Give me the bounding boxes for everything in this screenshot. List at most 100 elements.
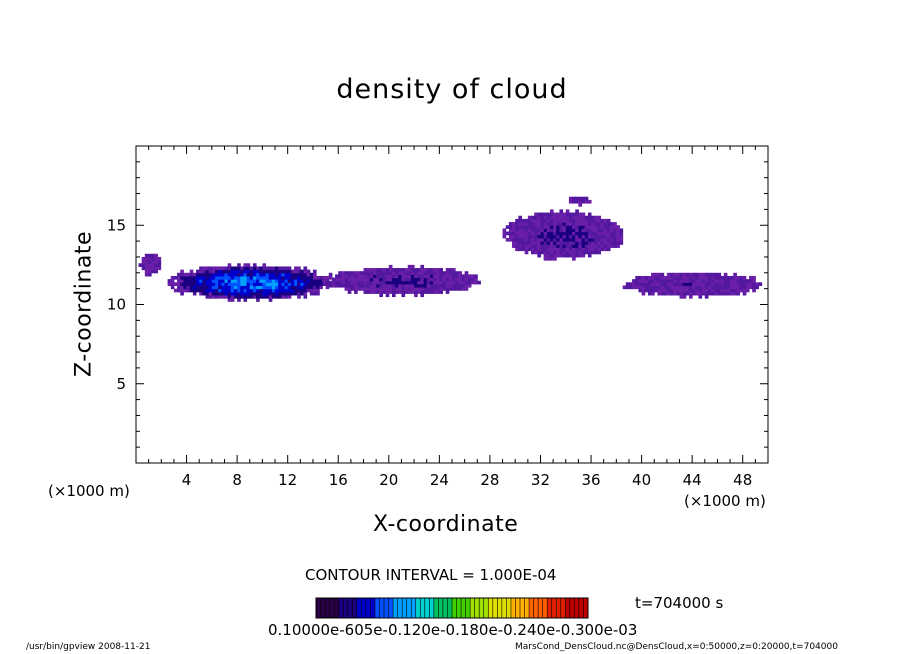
heatmap-cell — [455, 280, 459, 285]
heatmap-cell — [594, 250, 598, 255]
heatmap-cell — [363, 280, 368, 285]
heatmap-cell — [610, 231, 614, 236]
heatmap-cell — [215, 288, 219, 293]
heatmap-cell — [616, 228, 620, 233]
heatmap-cell — [433, 283, 437, 288]
heatmap-cell — [233, 269, 238, 274]
heatmap-cell — [407, 287, 412, 291]
heatmap-cell — [211, 269, 216, 274]
heatmap-cell — [515, 218, 519, 223]
heatmap-cell — [467, 274, 472, 279]
x-tick-label: 4 — [182, 471, 192, 489]
heatmap-cell — [208, 294, 213, 299]
heatmap-cell — [676, 288, 681, 293]
heatmap-cell — [215, 275, 219, 280]
heatmap-cell — [221, 291, 225, 296]
heatmap-cell — [328, 272, 333, 277]
heatmap-cell — [606, 228, 611, 233]
heatmap-cell — [382, 280, 387, 285]
heatmap-cell — [183, 275, 188, 280]
heatmap-cell — [202, 288, 207, 293]
heatmap-cell — [262, 285, 267, 290]
heatmap-cell — [252, 291, 257, 296]
heatmap-cell — [616, 237, 620, 242]
heatmap-cell — [271, 291, 276, 296]
heatmap-cell — [597, 218, 602, 223]
heatmap-cell — [256, 285, 260, 290]
heatmap-cell — [391, 271, 396, 275]
heatmap-cell — [278, 288, 282, 293]
heatmap-cell — [470, 274, 475, 279]
heatmap-cell — [572, 256, 576, 261]
heatmap-cell — [281, 269, 286, 274]
heatmap-cell — [227, 263, 232, 267]
heatmap-cell — [240, 275, 244, 280]
heatmap-cell — [647, 275, 652, 280]
heatmap-cell — [347, 287, 352, 291]
heatmap-cell — [287, 294, 292, 299]
heatmap-cell — [597, 215, 602, 220]
heatmap-cell — [388, 280, 393, 285]
heatmap-cell — [385, 280, 390, 285]
heatmap-cell — [240, 282, 244, 286]
heatmap-cell — [233, 272, 238, 277]
heatmap-cell — [205, 288, 210, 293]
heatmap-cell — [312, 291, 317, 296]
heatmap-cell — [395, 271, 399, 275]
heatmap-cell — [215, 269, 219, 274]
heatmap-cell — [240, 291, 244, 296]
heatmap-cell — [366, 268, 371, 272]
heatmap-cell — [562, 212, 567, 217]
heatmap-cell — [141, 263, 146, 267]
heatmap-cell — [587, 253, 592, 258]
heatmap-cell — [505, 231, 510, 236]
heatmap-cell — [521, 244, 526, 248]
heatmap-cell — [584, 215, 589, 220]
heatmap-cell — [376, 280, 380, 285]
heatmap-cell — [275, 282, 279, 286]
heatmap-cell — [420, 287, 425, 291]
heatmap-cell — [692, 288, 696, 293]
heatmap-cell — [224, 285, 229, 290]
heatmap-cell — [736, 291, 741, 296]
heatmap-cell — [597, 222, 602, 226]
heatmap-cell — [344, 277, 349, 282]
heatmap-cell — [196, 288, 200, 293]
heatmap-cell — [325, 275, 330, 280]
heatmap-cell — [464, 283, 469, 288]
heatmap-cell — [404, 280, 409, 285]
heatmap-cell — [328, 280, 333, 285]
heatmap-cell — [268, 291, 273, 296]
heatmap-cell — [742, 288, 747, 293]
heatmap-cell — [252, 285, 257, 290]
heatmap-cell — [278, 269, 282, 274]
heatmap-cell — [297, 266, 301, 271]
heatmap-cell — [600, 241, 605, 245]
heatmap-cell — [436, 274, 440, 279]
colorbar-segment — [520, 598, 525, 618]
heatmap-cell — [749, 285, 753, 290]
heatmap-cell — [262, 263, 267, 267]
colorbar-segment — [510, 598, 516, 618]
heatmap-cell — [265, 282, 270, 286]
heatmap-cell — [414, 277, 418, 282]
heatmap-cell — [600, 244, 605, 248]
heatmap-cell — [578, 244, 583, 248]
heatmap-cell — [230, 288, 235, 293]
heatmap-cell — [733, 288, 737, 293]
heatmap-cell — [404, 268, 409, 272]
heatmap-cell — [199, 272, 203, 277]
heatmap-cell — [455, 271, 459, 275]
heatmap-cell — [679, 294, 684, 299]
heatmap-cell — [581, 237, 586, 242]
heatmap-cell — [711, 275, 715, 280]
heatmap-cell — [572, 244, 576, 248]
heatmap-cell — [208, 275, 213, 280]
heatmap-cell — [227, 275, 232, 280]
heatmap-cell — [568, 222, 573, 226]
heatmap-cell — [426, 280, 431, 285]
heatmap-cell — [230, 285, 235, 290]
heatmap-cell — [170, 279, 175, 283]
heatmap-cell — [641, 291, 646, 296]
heatmap-cell — [666, 291, 671, 296]
